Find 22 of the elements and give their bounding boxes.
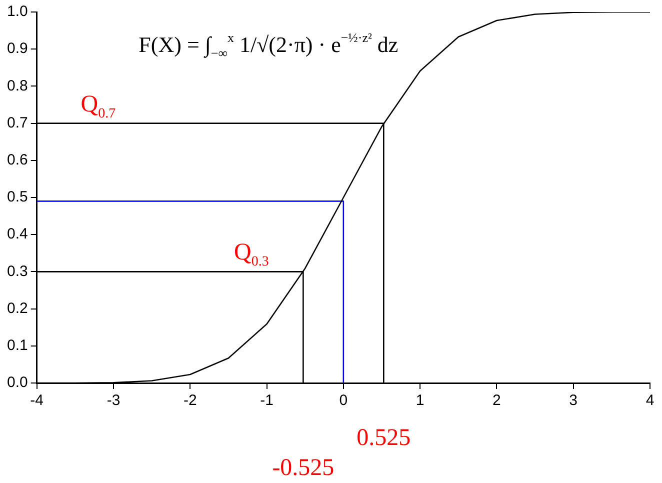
annotation: 0.525 bbox=[356, 425, 411, 451]
x-tick-label: -4 bbox=[30, 392, 44, 410]
y-tick-label: 0.6 bbox=[6, 152, 28, 169]
x-tick-label: -1 bbox=[260, 392, 274, 410]
annotation: -0.525 bbox=[272, 455, 334, 481]
x-tick-label: -2 bbox=[183, 392, 197, 410]
y-tick-label: 0.1 bbox=[6, 337, 28, 354]
x-tick-label: 3 bbox=[569, 392, 578, 410]
y-tick-label: 0.3 bbox=[6, 262, 28, 280]
x-tick-label: 0 bbox=[339, 392, 348, 410]
y-tick-label: 0.4 bbox=[6, 226, 28, 243]
x-tick-label: 4 bbox=[646, 392, 654, 410]
x-tick-label: -3 bbox=[106, 392, 120, 410]
y-tick-label: 0.0 bbox=[6, 374, 28, 392]
x-tick-label: 1 bbox=[416, 392, 424, 410]
y-tick-label: 0.2 bbox=[6, 300, 28, 317]
y-tick-label: 0.5 bbox=[6, 188, 28, 206]
y-tick-label: 0.8 bbox=[6, 77, 28, 94]
y-tick-label: 0.7 bbox=[6, 114, 28, 132]
y-tick-label: 0.9 bbox=[6, 40, 28, 58]
x-tick-label: 2 bbox=[492, 392, 501, 410]
y-tick-label: 1.0 bbox=[6, 3, 28, 20]
